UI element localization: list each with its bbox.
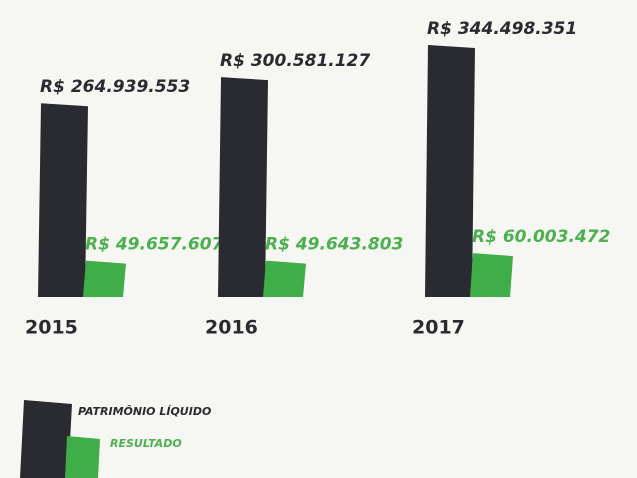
legend-label: PATRIMÔNIO LÍQUIDO	[78, 404, 211, 418]
bar	[263, 260, 306, 297]
value-label: R$ 60.003.472	[472, 227, 610, 247]
value-label: R$ 344.498.351	[427, 19, 577, 39]
bar	[425, 45, 475, 297]
x-tick-label: 2017	[412, 317, 465, 339]
value-label: R$ 300.581.127	[220, 51, 370, 71]
bar	[470, 253, 513, 297]
bar	[83, 260, 126, 297]
x-tick-label: 2016	[205, 317, 258, 339]
legend-swatch	[65, 436, 100, 478]
legend-label: RESULTADO	[110, 437, 182, 450]
bar	[38, 103, 88, 297]
value-label: R$ 49.643.803	[265, 235, 403, 255]
x-tick-label: 2015	[25, 317, 78, 339]
legend-swatch	[20, 400, 72, 478]
value-label: R$ 49.657.607	[85, 235, 224, 255]
value-label: R$ 264.939.553	[40, 77, 190, 97]
bar	[218, 77, 268, 297]
